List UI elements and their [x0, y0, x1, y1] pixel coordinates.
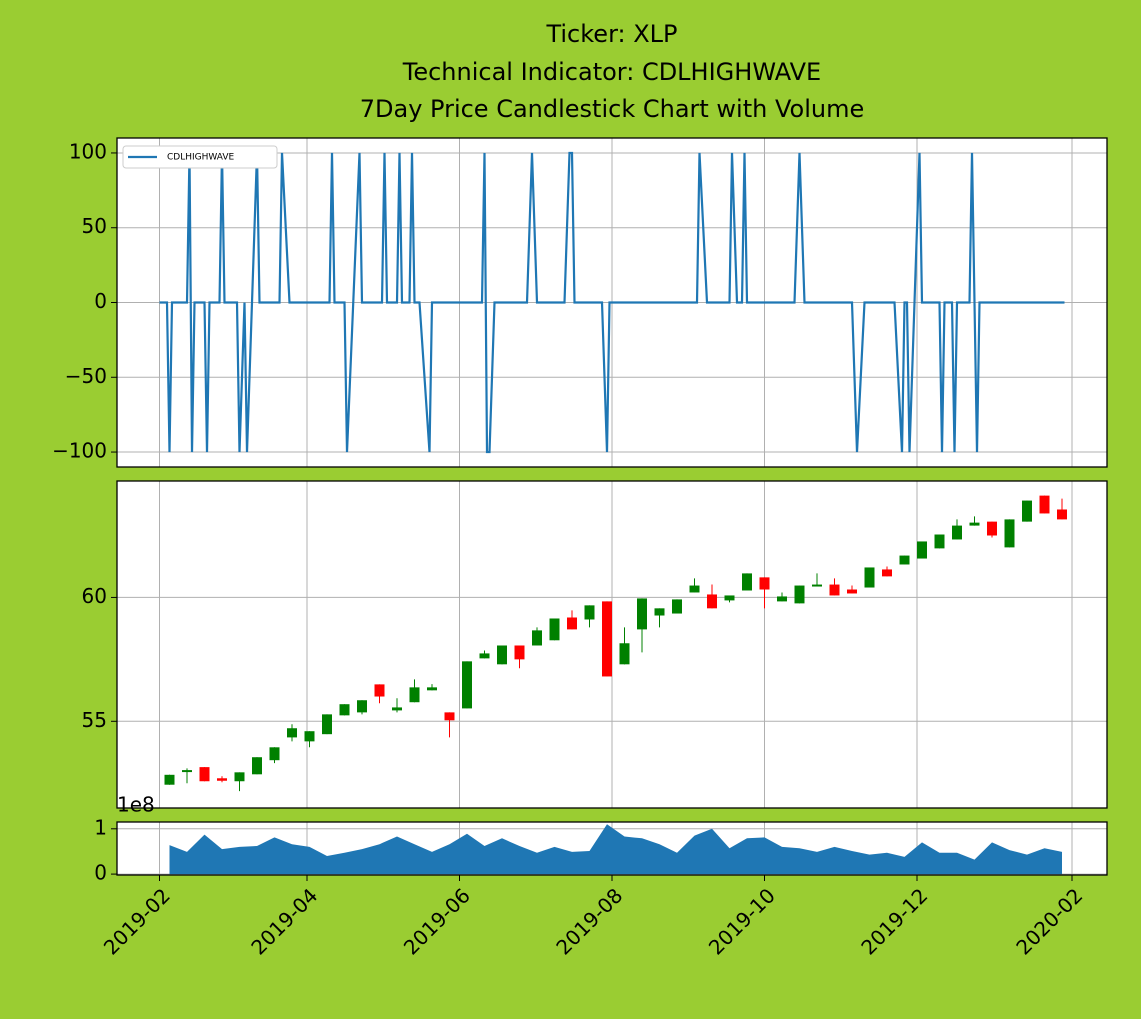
candle-body [567, 617, 577, 630]
x-tick-label: 2019-12 [856, 883, 932, 959]
candle-body [427, 687, 437, 691]
axes-frame [116, 137, 1108, 468]
candle-body [357, 700, 367, 713]
candle-body [304, 731, 315, 742]
candle-body [969, 522, 980, 526]
candle-body [217, 778, 227, 781]
candle-body [689, 585, 700, 593]
x-tick-label: 2019-04 [246, 883, 322, 959]
candle-body [707, 594, 717, 609]
x-tick-label: 2019-08 [551, 883, 627, 959]
volume-area [169, 824, 1062, 875]
axes-frame [116, 480, 1108, 809]
candle-body [409, 687, 420, 703]
candle-body [847, 589, 857, 594]
candle-body [934, 534, 945, 549]
candle-body [917, 541, 927, 559]
y-offset-label: 1e8 [117, 793, 155, 817]
candle-body [654, 608, 665, 616]
candle-body [462, 661, 472, 709]
y-tick-label: 0 [94, 861, 107, 885]
y-tick-label: 100 [69, 139, 107, 163]
y-tick-label: 55 [82, 708, 107, 732]
y-tick-label: 60 [82, 584, 107, 608]
candle-body [1004, 519, 1015, 548]
title-line: Technical Indicator: CDLHIGHWAVE [402, 58, 821, 86]
candle-body [829, 584, 840, 596]
candle-body [234, 772, 245, 782]
x-tick-label: 2019-06 [399, 883, 475, 959]
y-tick-label: −50 [65, 364, 107, 388]
candle-body [882, 569, 892, 577]
legend-box [122, 145, 278, 169]
candle-body [724, 595, 735, 601]
candle-body [759, 577, 770, 590]
candle-body [1039, 495, 1050, 514]
candle-body [444, 712, 455, 721]
candle-body [777, 596, 787, 602]
plot-content [169, 824, 1062, 875]
indicator-line [159, 151, 1065, 454]
candle-body [952, 525, 962, 540]
y-tick-label: 1 [94, 815, 107, 839]
legend-label: CDLHIGHWAVE [167, 153, 235, 163]
x-tick-label: 2020-02 [1011, 883, 1087, 959]
candle-body [479, 653, 490, 659]
y-tick-label: 0 [94, 289, 107, 313]
candle-body [864, 567, 875, 588]
candle-body [392, 707, 402, 711]
candle-body [1022, 500, 1032, 522]
plot-content [159, 151, 1065, 454]
candle-body [549, 618, 560, 641]
candle-body [287, 728, 297, 738]
y-tick-label: 50 [82, 214, 107, 238]
candle-body [619, 643, 630, 665]
candle-body [899, 555, 910, 565]
candle-body [182, 770, 192, 773]
plot-content [164, 495, 1067, 792]
candle-body [164, 774, 175, 785]
candle-body [532, 630, 542, 646]
candle-body [322, 714, 332, 735]
y-tick-label: −100 [52, 439, 107, 463]
candle-body [584, 605, 595, 620]
candle-body [199, 767, 210, 782]
candle-body [269, 747, 280, 761]
candle-body [1057, 509, 1067, 520]
candle-body [794, 585, 805, 604]
candle-body [672, 599, 682, 614]
candle-body [497, 645, 507, 665]
candle-body [339, 704, 350, 716]
candle-body [374, 684, 385, 697]
candle-body [742, 573, 752, 591]
x-tick-label: 2019-02 [99, 883, 175, 959]
candle-body [252, 757, 262, 775]
candle-body [637, 598, 647, 630]
candle-body [602, 601, 612, 677]
candle-body [514, 645, 525, 660]
title-line: Ticker: XLP [545, 20, 677, 48]
candle-body [812, 584, 822, 587]
title-line: 7Day Price Candlestick Chart with Volume [360, 95, 865, 123]
x-tick-label: 2019-10 [704, 883, 780, 959]
candle-body [987, 521, 997, 536]
